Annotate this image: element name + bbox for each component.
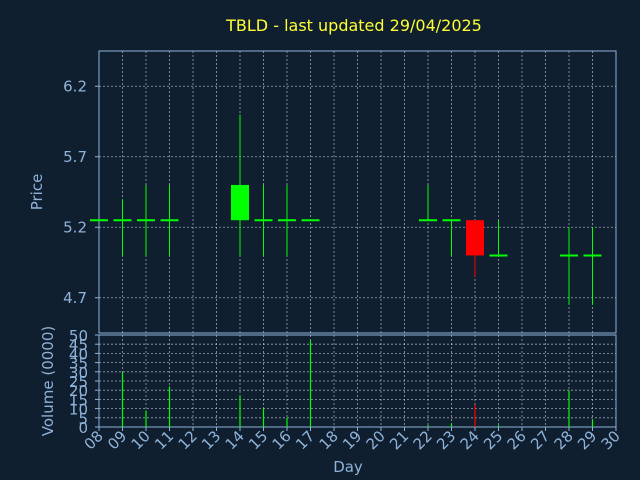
x-tick-label: 22 (410, 427, 436, 453)
x-tick-label: 09 (104, 427, 130, 453)
volume-tick-label: 25 (69, 373, 88, 391)
price-panel: 4.7 5.2 5.7 6.2 (63, 50, 617, 334)
x-tick-label: 28 (551, 427, 577, 453)
x-tick-label: 13 (198, 427, 224, 453)
x-tick-label: 30 (598, 427, 624, 453)
x-tick-label: 16 (269, 427, 295, 453)
price-tick-label: 5.7 (63, 148, 87, 166)
x-tick-label: 15 (245, 427, 271, 453)
chart-title: TBLD - last updated 29/04/2025 (225, 16, 482, 35)
volume-tick-label: 50 (69, 327, 88, 345)
x-axis-label: Day (333, 458, 363, 476)
volume-tick-label: 15 (69, 391, 88, 409)
x-tick-label: 29 (574, 427, 600, 453)
volume-panel: 0510152025303540455008091011121314151617… (69, 327, 624, 453)
price-tick-label: 4.7 (63, 289, 87, 307)
price-tick-label: 5.2 (63, 218, 87, 236)
volume-tick-label: 5 (78, 410, 88, 428)
x-tick-label: 24 (457, 427, 483, 453)
volume-tick-label: 35 (69, 355, 88, 373)
candle-body (466, 220, 484, 256)
x-tick-label: 20 (363, 427, 389, 453)
volume-tick-label: 0 (78, 419, 88, 437)
price-plot-frame (98, 50, 617, 334)
candle-body (231, 184, 249, 221)
x-tick-label: 23 (433, 427, 459, 453)
volume-tick-label: 40 (69, 345, 88, 363)
volume-tick-label: 30 (69, 364, 88, 382)
price-axis-label: Price (28, 174, 46, 211)
x-tick-label: 21 (386, 427, 412, 453)
x-tick-label: 27 (527, 427, 553, 453)
volume-axis-label: Volume (0000) (39, 326, 57, 436)
x-tick-label: 12 (175, 427, 201, 453)
x-tick-label: 10 (128, 427, 154, 453)
volume-tick-label: 20 (69, 382, 88, 400)
x-tick-label: 14 (222, 427, 248, 453)
x-tick-label: 17 (292, 427, 318, 453)
x-tick-label: 19 (339, 427, 365, 453)
x-tick-label: 25 (480, 427, 506, 453)
x-tick-label: 11 (151, 427, 177, 453)
x-tick-label: 26 (504, 427, 530, 453)
volume-tick-label: 10 (69, 401, 88, 419)
x-tick-label: 18 (316, 427, 342, 453)
volume-tick-label: 45 (69, 336, 88, 354)
price-tick-label: 6.2 (63, 77, 87, 95)
